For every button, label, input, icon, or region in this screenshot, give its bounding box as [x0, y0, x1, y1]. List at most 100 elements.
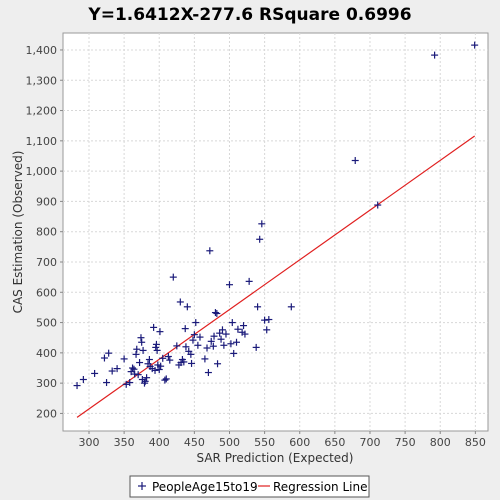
y-tick-label: 300: [36, 377, 57, 390]
data-point: [471, 41, 479, 49]
data-point: [203, 344, 211, 352]
data-point: [73, 382, 81, 390]
data-point: [120, 355, 128, 363]
data-point: [91, 369, 99, 377]
data-point: [217, 335, 225, 343]
y-axis-label: CAS Estimation (Observed): [11, 151, 25, 314]
x-tick-label: 550: [254, 436, 275, 449]
data-point: [136, 359, 144, 367]
data-point: [254, 303, 262, 311]
x-tick-label: 600: [289, 436, 310, 449]
data-point: [151, 366, 159, 374]
data-point: [201, 355, 209, 363]
y-tick-label: 700: [36, 256, 57, 269]
data-point: [138, 338, 146, 346]
data-point: [103, 379, 111, 387]
data-point: [153, 346, 161, 354]
data-point: [134, 371, 142, 379]
data-point: [230, 349, 238, 357]
data-point: [189, 336, 197, 344]
data-point: [183, 303, 191, 311]
data-point: [194, 341, 202, 349]
y-tick-label: 600: [36, 286, 57, 299]
data-point: [122, 380, 130, 388]
data-point: [150, 323, 158, 331]
grid-lines: [63, 33, 488, 431]
data-point: [169, 273, 177, 281]
y-tick-label: 1,000: [26, 165, 58, 178]
data-point: [100, 354, 108, 362]
data-point: [182, 343, 190, 351]
data-point: [220, 341, 228, 349]
data-point: [161, 376, 169, 384]
data-point: [159, 354, 167, 362]
data-point: [188, 359, 196, 367]
data-point: [431, 51, 439, 59]
data-point: [204, 369, 212, 377]
data-point: [252, 343, 260, 351]
data-point: [133, 345, 141, 353]
data-point: [166, 356, 174, 364]
data-point: [137, 334, 145, 342]
data-point: [132, 350, 140, 358]
legend-marker-plus: [138, 482, 146, 490]
data-points: [73, 41, 479, 390]
x-tick-label: 400: [149, 436, 170, 449]
chart-title: Y=1.6412X-277.6 RSquare 0.6996: [87, 5, 411, 25]
axis-ticks: 300 350 400 450 500 550 600 650 700 750 800 850 200 3…: [26, 44, 486, 449]
x-tick-label: 350: [114, 436, 135, 449]
data-point: [131, 370, 139, 378]
x-tick-label: 750: [395, 436, 416, 449]
data-point: [155, 366, 163, 374]
data-point: [196, 333, 204, 341]
data-point: [241, 330, 249, 338]
legend-series-label: PeopleAge15to19: [152, 480, 258, 494]
legend: PeopleAge15to19 Regression Line: [129, 475, 370, 498]
data-point: [240, 322, 248, 330]
x-tick-label: 800: [430, 436, 451, 449]
data-point: [192, 319, 200, 327]
data-point: [129, 364, 137, 372]
data-point: [145, 356, 153, 364]
data-point: [374, 201, 382, 209]
data-point: [206, 247, 214, 255]
x-tick-label: 650: [324, 436, 345, 449]
data-point: [126, 379, 134, 387]
data-point: [187, 350, 195, 358]
data-point: [181, 325, 189, 333]
data-point: [263, 326, 271, 334]
data-point: [222, 330, 230, 338]
data-point: [225, 281, 233, 289]
data-point: [210, 332, 218, 340]
data-point: [258, 220, 266, 228]
y-tick-label: 1,300: [26, 74, 58, 87]
regression-layer: [76, 135, 475, 418]
y-tick-label: 500: [36, 317, 57, 330]
y-tick-label: 900: [36, 195, 57, 208]
y-tick-label: 400: [36, 347, 57, 360]
y-tick-label: 200: [36, 407, 57, 420]
data-point: [130, 365, 138, 373]
data-point: [207, 337, 215, 345]
data-point: [180, 358, 188, 366]
y-tick-label: 800: [36, 226, 57, 239]
data-point: [227, 340, 235, 348]
data-point: [228, 319, 236, 327]
data-point: [152, 340, 160, 348]
y-tick-label: 1,200: [26, 105, 58, 118]
x-tick-label: 450: [184, 436, 205, 449]
data-point: [287, 303, 295, 311]
legend-box: [129, 475, 370, 498]
data-point: [256, 235, 264, 243]
x-tick-label: 850: [465, 436, 486, 449]
x-axis-label: SAR Prediction (Expected): [197, 451, 354, 465]
data-point: [209, 342, 217, 350]
regression-line: [76, 135, 475, 418]
data-point: [211, 309, 219, 317]
x-tick-label: 500: [219, 436, 240, 449]
data-point: [141, 377, 149, 385]
data-point: [157, 362, 165, 370]
data-point: [213, 309, 221, 317]
